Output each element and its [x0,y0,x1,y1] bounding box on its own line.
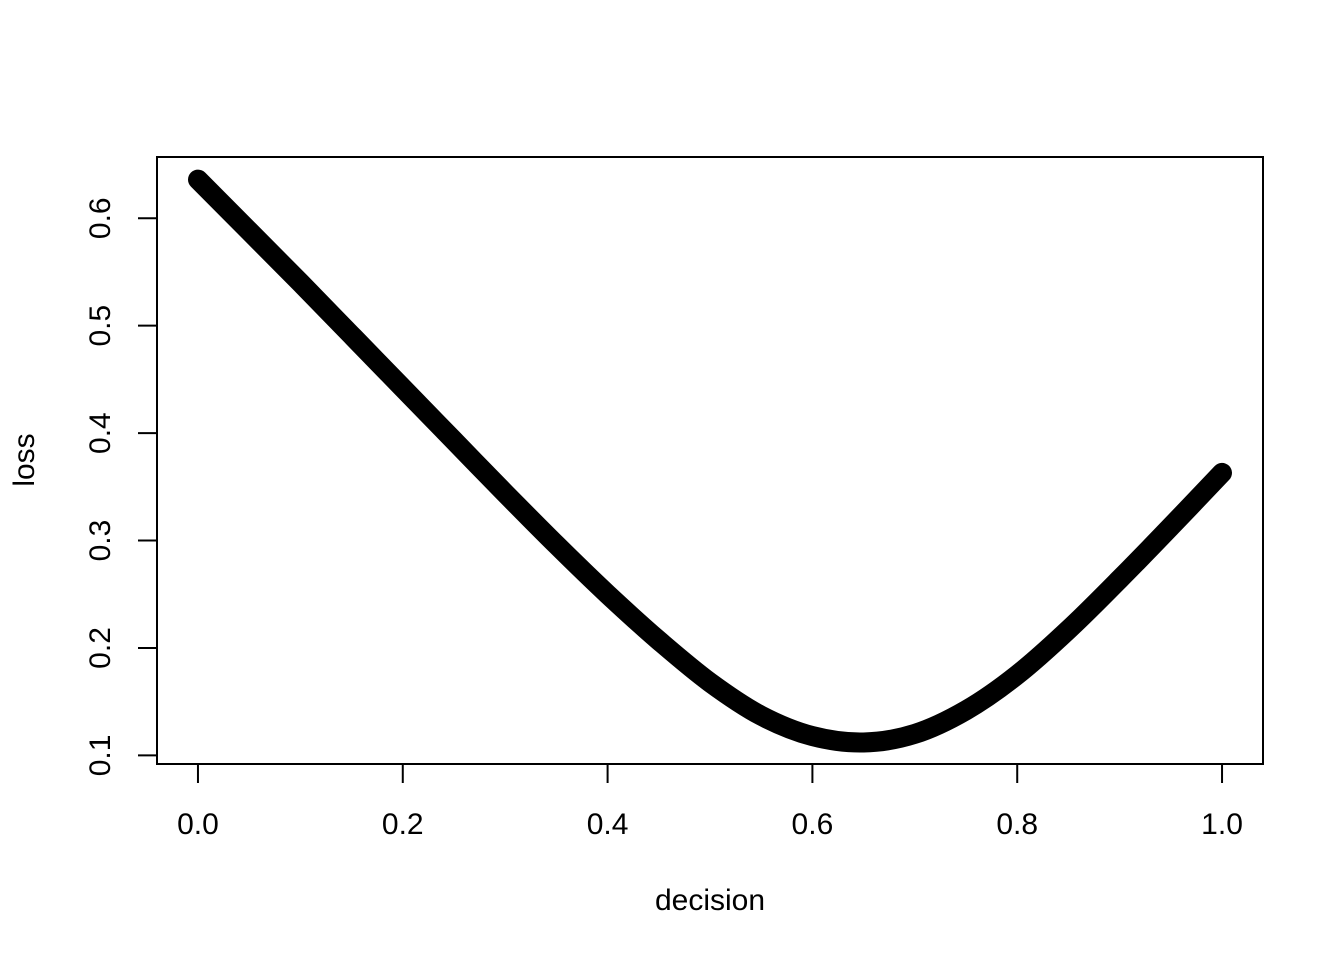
series-layer [188,169,1232,753]
y-tick-label-3: 0.4 [84,412,117,454]
y-tick-label-4: 0.5 [84,305,117,347]
x-axis-label: decision [655,884,765,917]
x-tick-label-1: 0.2 [382,808,424,841]
x-tick-label-5: 1.0 [1201,808,1243,841]
y-tick-label-5: 0.6 [84,197,117,239]
y-axis: 0.1 0.2 0.3 0.4 0.5 0.6 [84,197,158,777]
y-tick-label-2: 0.3 [84,520,117,562]
x-axis: 0.0 0.2 0.4 0.6 0.8 1.0 [177,763,1243,841]
x-tick-label-4: 0.8 [996,808,1038,841]
x-tick-label-3: 0.6 [792,808,834,841]
loss-curve-line [188,169,1232,753]
y-axis-label: loss [8,433,41,486]
x-tick-label-2: 0.4 [587,808,629,841]
x-tick-label-0: 0.0 [177,808,219,841]
y-tick-label-0: 0.1 [84,735,117,777]
y-tick-label-1: 0.2 [84,627,117,669]
